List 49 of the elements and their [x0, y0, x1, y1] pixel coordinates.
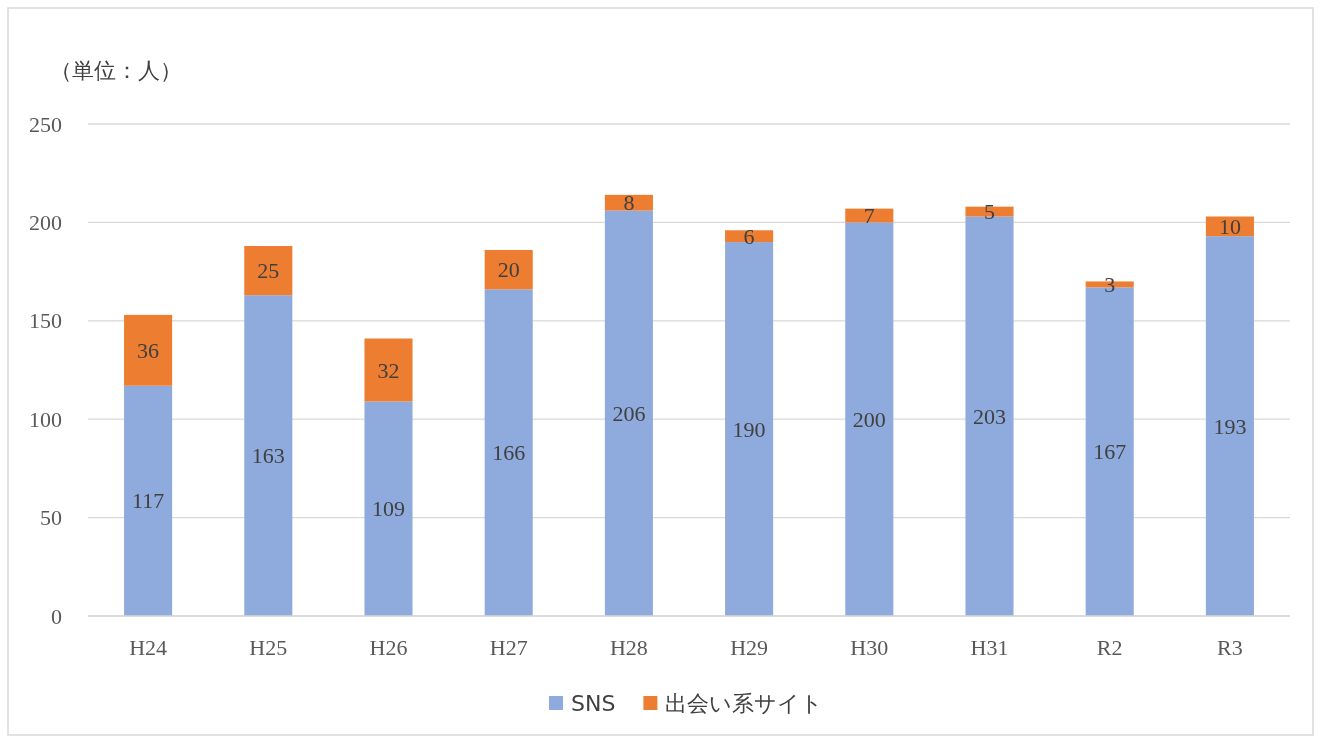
x-tick-label: H24 [129, 634, 168, 660]
x-tick-label: H25 [249, 634, 288, 660]
bar [124, 314, 173, 386]
bar [604, 210, 653, 616]
data-label: 163 [251, 443, 285, 469]
data-label: 117 [132, 488, 165, 514]
bar [725, 242, 774, 616]
bar [484, 249, 533, 290]
bar [244, 246, 293, 296]
x-tick-label: H27 [489, 634, 528, 660]
y-tick-label: 250 [29, 111, 62, 137]
y-tick-label: 150 [29, 308, 62, 334]
data-label: 20 [497, 257, 520, 283]
data-label: 206 [612, 400, 646, 426]
data-label: 3 [1104, 271, 1116, 297]
x-tick-label: R2 [1096, 634, 1123, 660]
legend-label: 出会い系サイト [665, 690, 824, 716]
x-tick-label: H26 [369, 634, 408, 660]
bar [1205, 236, 1254, 616]
data-label: 7 [863, 203, 875, 229]
bar [364, 401, 413, 616]
x-tick-label: R3 [1217, 634, 1243, 660]
y-tick-label: 200 [29, 209, 62, 235]
y-tick-label: 0 [51, 603, 62, 629]
bar [364, 338, 413, 402]
y-axis-title: （単位：人） [50, 57, 182, 83]
y-tick-label: 100 [29, 406, 62, 432]
data-label: 167 [1093, 439, 1127, 465]
x-tick-label: H29 [730, 634, 769, 660]
data-label: 200 [852, 406, 886, 432]
bar [124, 385, 173, 616]
data-label: 25 [257, 258, 280, 284]
data-label: 36 [137, 337, 160, 363]
data-label: 203 [973, 403, 1006, 429]
data-label: 190 [732, 416, 766, 442]
bar [845, 222, 894, 616]
x-tick-label: H28 [609, 634, 648, 660]
data-label: 8 [623, 190, 635, 216]
bar [484, 289, 533, 616]
x-tick-label: H30 [850, 634, 889, 660]
data-label: 193 [1213, 413, 1247, 439]
data-label: 109 [372, 496, 405, 522]
bar [244, 295, 293, 616]
data-label: 166 [492, 440, 526, 466]
legend-label: SNS [571, 690, 616, 716]
data-label: 10 [1218, 213, 1241, 239]
data-label: 32 [377, 357, 400, 383]
y-tick-label: 50 [40, 505, 62, 531]
x-tick-label: H31 [970, 634, 1009, 660]
